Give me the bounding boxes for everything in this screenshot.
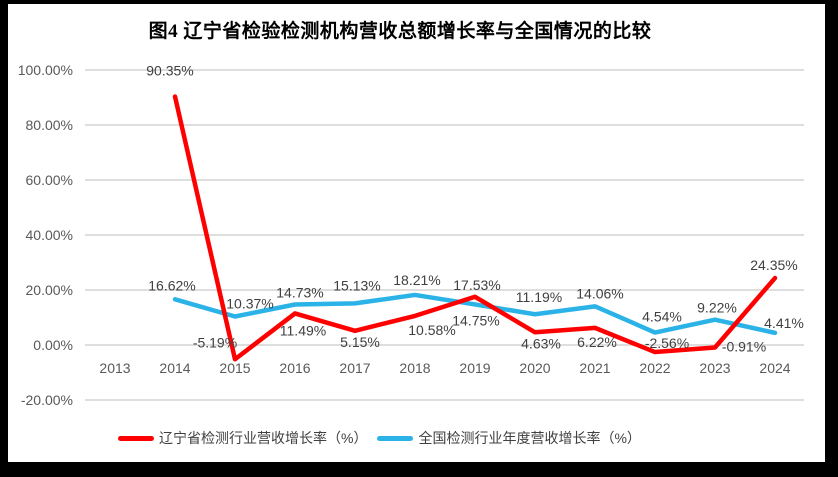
data-label-liaoning: 5.15% xyxy=(340,334,380,350)
data-label-national: 14.73% xyxy=(276,284,323,300)
data-label-national: 16.62% xyxy=(148,277,195,293)
chart-title: 图4 辽宁省检验检测机构营收总额增长率与全国情况的比较 xyxy=(148,21,652,42)
series-line-national xyxy=(172,292,778,336)
x-tick-label: 2015 xyxy=(219,360,250,376)
legend-label-liaoning: 辽宁省检测行业营收增长率（%） xyxy=(159,430,368,446)
data-label-liaoning: 17.53% xyxy=(453,277,500,293)
data-label-liaoning: 24.35% xyxy=(750,257,797,273)
y-tick-label: -20.00% xyxy=(21,392,73,408)
x-tick-label: 2016 xyxy=(279,360,310,376)
legend-label-national: 全国检测行业年度营收增长率（%） xyxy=(418,430,641,446)
legend-item-national: 全国检测行业年度营收增长率（%） xyxy=(377,428,641,448)
y-tick-label: 0.00% xyxy=(33,337,73,353)
data-label-national: 15.13% xyxy=(333,277,380,293)
x-tick-label: 2017 xyxy=(339,360,370,376)
data-label-liaoning: -0.91% xyxy=(722,339,766,355)
legend: 辽宁省检测行业营收增长率（%） 全国检测行业年度营收增长率（%） xyxy=(118,429,641,447)
x-tick-label: 2024 xyxy=(759,360,790,376)
data-label-national: 18.21% xyxy=(393,272,440,288)
x-tick-label: 2022 xyxy=(639,360,670,376)
data-label-liaoning: -2.56% xyxy=(645,335,689,351)
data-label-national: 14.06% xyxy=(576,285,623,301)
data-label-national: 4.41% xyxy=(764,315,804,331)
data-label-liaoning: 4.63% xyxy=(521,335,561,351)
data-label-liaoning: -5.19% xyxy=(193,334,237,350)
x-tick-label: 2020 xyxy=(519,360,550,376)
legend-line-red-icon xyxy=(118,435,154,441)
chart-canvas xyxy=(8,4,825,462)
x-tick-label: 2019 xyxy=(459,360,490,376)
data-label-national: 11.19% xyxy=(516,289,562,305)
x-tick-label: 2013 xyxy=(99,360,130,376)
y-tick-label: 20.00% xyxy=(26,282,73,298)
series-line-liaoning xyxy=(172,94,778,362)
legend-item-liaoning: 辽宁省检测行业营收增长率（%） xyxy=(118,428,367,448)
x-tick-label: 2023 xyxy=(699,360,730,376)
data-label-national: 10.37% xyxy=(226,295,273,311)
data-label-liaoning: 90.35% xyxy=(146,63,193,79)
x-tick-label: 2021 xyxy=(579,360,610,376)
data-label-national: 9.22% xyxy=(697,300,737,316)
y-tick-label: 40.00% xyxy=(26,227,73,243)
x-tick-label: 2018 xyxy=(399,360,430,376)
data-label-liaoning: 6.22% xyxy=(577,334,617,350)
data-label-national: 4.54% xyxy=(642,309,682,325)
x-tick-label: 2014 xyxy=(159,360,190,376)
y-tick-label: 60.00% xyxy=(26,172,73,188)
data-label-liaoning: 11.49% xyxy=(280,322,326,338)
legend-line-blue-icon xyxy=(377,435,414,441)
data-label-national: 14.75% xyxy=(452,312,499,328)
y-tick-label: 100.00% xyxy=(18,62,73,78)
data-label-liaoning: 10.58% xyxy=(408,322,455,338)
y-tick-label: 80.00% xyxy=(26,117,73,133)
